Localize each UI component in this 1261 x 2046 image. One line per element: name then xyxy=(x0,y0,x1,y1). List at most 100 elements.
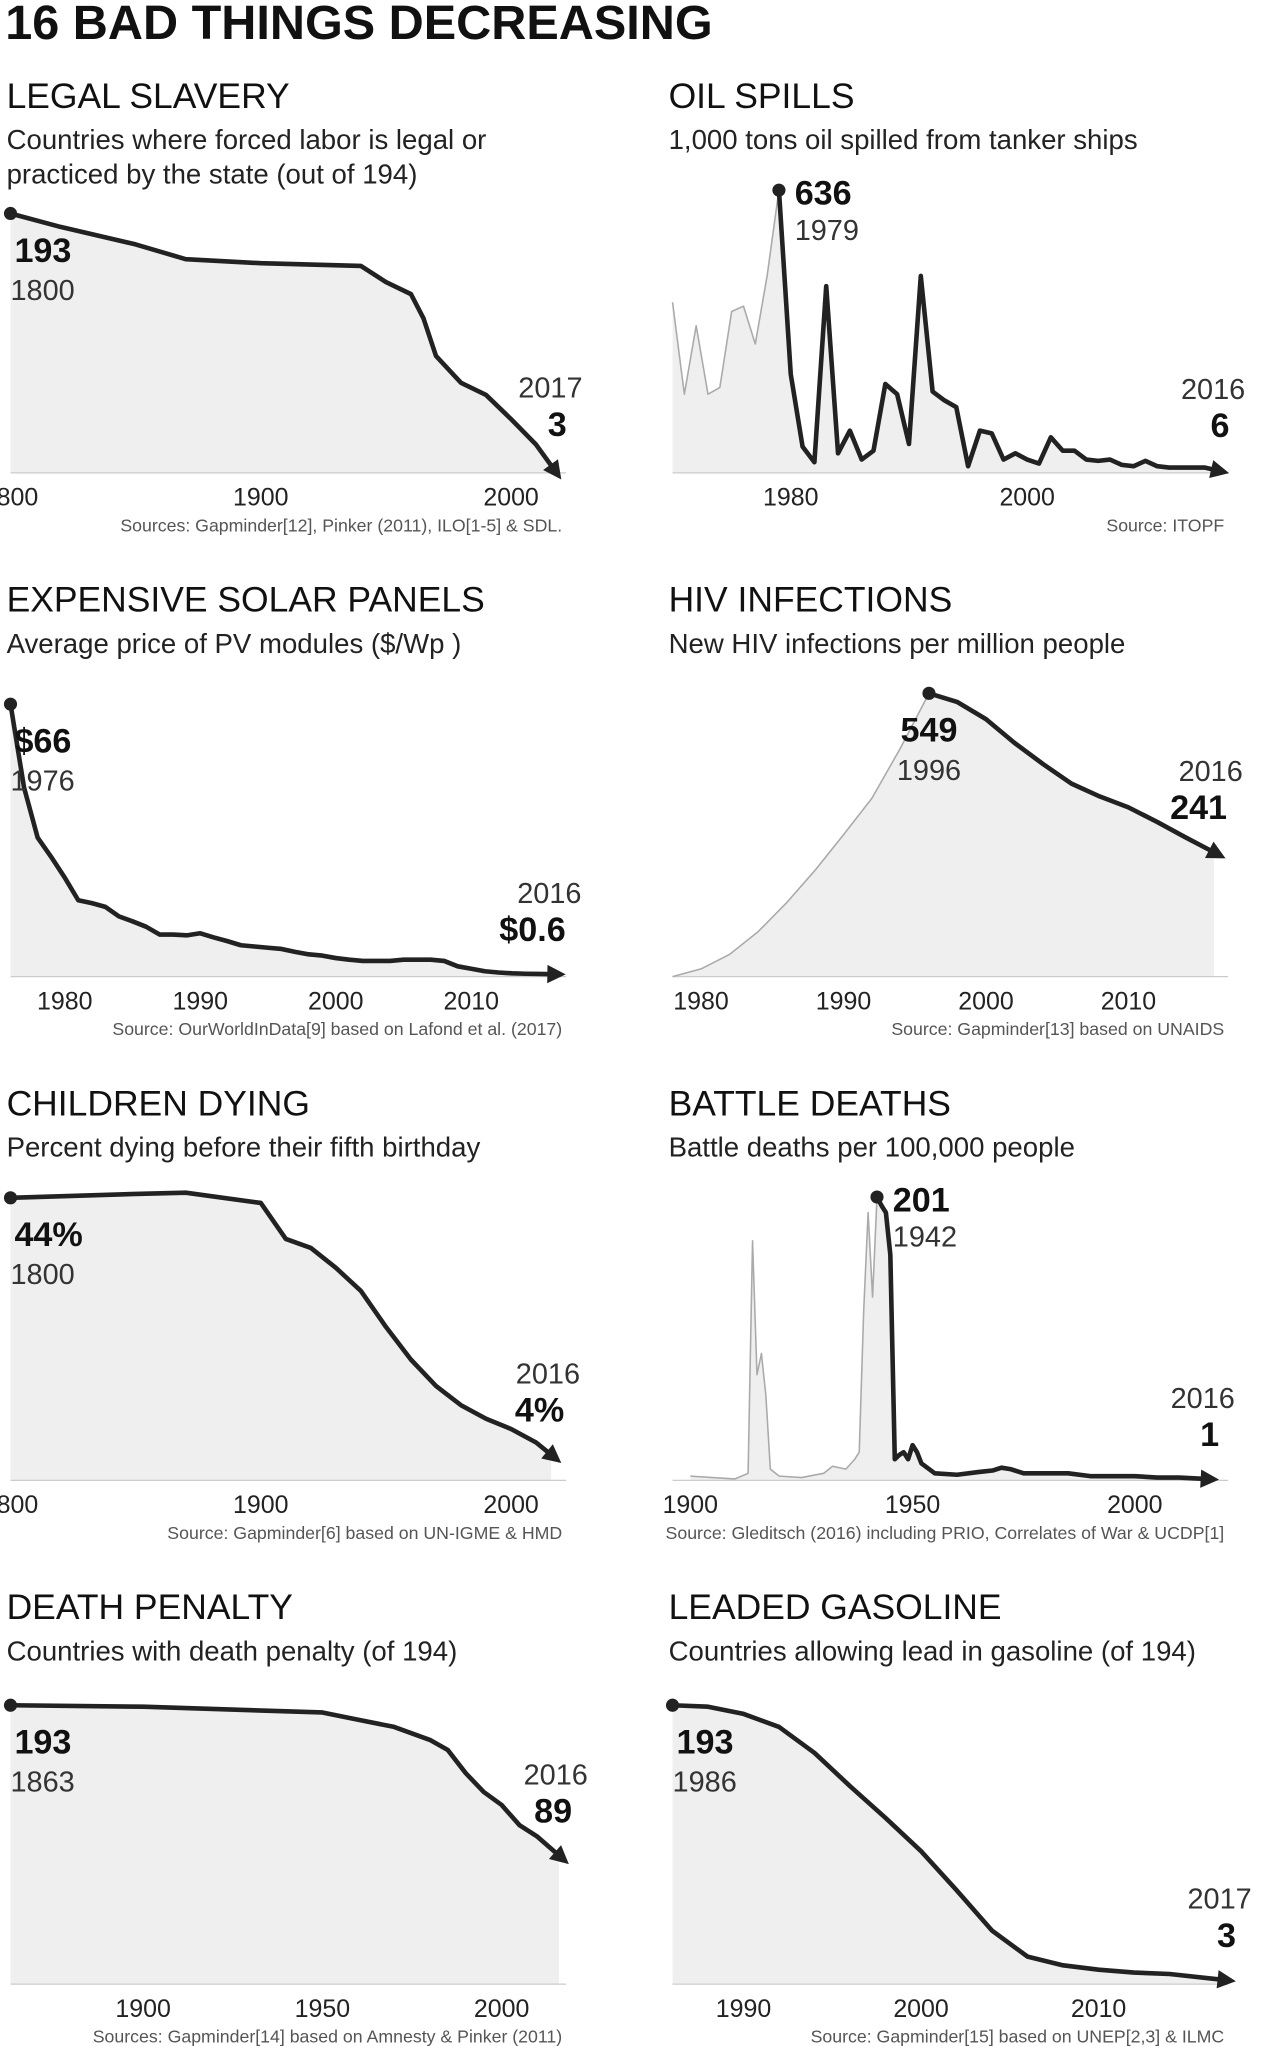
annotation-label: 241 xyxy=(1170,789,1227,827)
annotation-year: 1976 xyxy=(11,766,75,798)
source: Source: Gapminder[13] based on UNAIDS xyxy=(891,1019,1224,1039)
line xyxy=(10,1702,561,1858)
annotation-year: 1979 xyxy=(795,215,859,247)
panel-subtitle: 1,000 tons oil spilled from tanker ships xyxy=(669,124,1138,155)
panel-subtitle: practiced by the state (out of 194) xyxy=(7,158,418,189)
line xyxy=(672,1702,1224,1983)
annotation-year: 1986 xyxy=(673,1767,737,1799)
x-tick-label: 1900 xyxy=(233,484,288,512)
x-tick-label: 1980 xyxy=(673,987,728,1015)
x-tick-label: 2000 xyxy=(483,1491,538,1519)
start-dot xyxy=(772,183,786,197)
panel-title: BATTLE DEATHS xyxy=(669,1083,951,1123)
panel-subtitle: Countries with death penalty (of 194) xyxy=(7,1635,458,1666)
panel-title: OIL SPILLS xyxy=(669,76,855,116)
area xyxy=(10,704,553,977)
end-arrow xyxy=(1200,1469,1220,1488)
annotation-label: 201 xyxy=(893,1181,950,1219)
area xyxy=(672,693,1214,977)
annotation-year: 2016 xyxy=(1181,374,1245,406)
annotation-year: 1863 xyxy=(11,1767,75,1799)
annotation-year: 1942 xyxy=(893,1222,957,1254)
annotation-year: 2016 xyxy=(516,1359,580,1391)
x-tick-label: 1800 xyxy=(0,484,38,512)
source: Source: ITOPF xyxy=(1106,515,1224,535)
x-tick-label: 1900 xyxy=(663,1491,718,1519)
source: Source: Gapminder[15] based on UNEP[2,3]… xyxy=(811,2027,1225,2046)
end-arrow xyxy=(1216,1970,1236,1989)
annotation-year: 2016 xyxy=(1171,1383,1235,1415)
panel-title: CHILDREN DYING xyxy=(7,1083,310,1123)
annotation-label: 193 xyxy=(14,1724,71,1762)
x-tick-label: 2010 xyxy=(444,987,499,1015)
line xyxy=(10,1190,553,1457)
annotation-label: 549 xyxy=(900,712,957,750)
x-tick-label: 1950 xyxy=(295,1995,350,2023)
annotation-year: 2017 xyxy=(1187,1884,1251,1916)
panel-title: DEATH PENALTY xyxy=(7,1587,293,1627)
line xyxy=(874,1195,1207,1482)
source: Source: Gleditsch (2016) including PRIO,… xyxy=(666,1523,1225,1543)
panel-subtitle: Battle deaths per 100,000 people xyxy=(669,1132,1075,1163)
x-tick-label: 1800 xyxy=(0,1491,38,1519)
panel-subtitle: Percent dying before their fifth birthda… xyxy=(7,1132,481,1163)
end-arrow xyxy=(1204,841,1226,859)
panel-subtitle: Countries allowing lead in gasoline (of … xyxy=(669,1635,1196,1666)
x-tick-label: 2000 xyxy=(474,1995,529,2023)
panel-subtitle: Countries where forced labor is legal or xyxy=(7,124,487,155)
x-tick-label: 1980 xyxy=(37,987,92,1015)
annotation-year: 1800 xyxy=(11,275,75,307)
panel-subtitle: New HIV infections per million people xyxy=(669,628,1126,659)
panel-title: HIV INFECTIONS xyxy=(669,580,953,620)
area xyxy=(10,213,554,473)
annotation-label: 89 xyxy=(534,1793,572,1831)
lead-in-line xyxy=(690,1197,878,1480)
annotation-label: 6 xyxy=(1210,407,1229,445)
annotation-label: 193 xyxy=(14,232,71,270)
annotation-year: 1800 xyxy=(11,1259,75,1291)
annotation-label: $0.6 xyxy=(499,911,565,949)
x-tick-label: 1900 xyxy=(233,1491,288,1519)
x-tick-label: 2000 xyxy=(893,1995,948,2023)
lead-in-line xyxy=(672,692,930,978)
start-dot xyxy=(3,697,18,711)
start-dot xyxy=(3,1191,18,1205)
annotation-label: 44% xyxy=(14,1216,82,1254)
x-tick-label: 2010 xyxy=(1071,1995,1126,2023)
source: Sources: Gapminder[12], Pinker (2011), I… xyxy=(120,515,562,535)
annotation-year: 2017 xyxy=(518,373,582,405)
end-arrow xyxy=(548,1845,569,1865)
panel-title: EXPENSIVE SOLAR PANELS xyxy=(7,580,485,620)
x-tick-label: 2000 xyxy=(999,484,1054,512)
start-dot xyxy=(665,1698,680,1712)
annotation-year: 1996 xyxy=(897,755,961,787)
annotation-label: 1 xyxy=(1200,1416,1219,1454)
start-dot xyxy=(922,686,936,700)
panel-subtitle: Average price of PV modules ($/Wp ) xyxy=(7,628,462,659)
x-tick-label: 2000 xyxy=(483,484,538,512)
panel-title: LEGAL SLAVERY xyxy=(7,76,290,116)
end-arrow xyxy=(1209,460,1230,479)
end-arrow xyxy=(543,459,562,480)
start-dot xyxy=(3,206,18,221)
x-tick-label: 1900 xyxy=(115,1995,170,2023)
source: Source: OurWorldInData[9] based on Lafon… xyxy=(112,1019,562,1039)
start-dot xyxy=(3,1698,18,1712)
x-tick-label: 1990 xyxy=(716,1995,771,2023)
annotation-label: 193 xyxy=(676,1724,733,1762)
annotation-year: 2016 xyxy=(524,1759,588,1791)
annotation-label: $66 xyxy=(14,723,71,761)
x-tick-label: 2000 xyxy=(1107,1491,1162,1519)
annotation-label: 636 xyxy=(795,174,852,212)
line xyxy=(776,189,1217,473)
area xyxy=(672,1705,1223,1985)
x-tick-label: 1990 xyxy=(172,987,227,1015)
x-tick-label: 1980 xyxy=(763,484,818,512)
annotation-year: 2016 xyxy=(517,878,581,910)
lead-in-line xyxy=(671,190,780,395)
line xyxy=(928,691,1215,855)
start-dot xyxy=(870,1190,884,1204)
annotation-year: 2016 xyxy=(1179,756,1243,788)
area xyxy=(10,1705,559,1985)
